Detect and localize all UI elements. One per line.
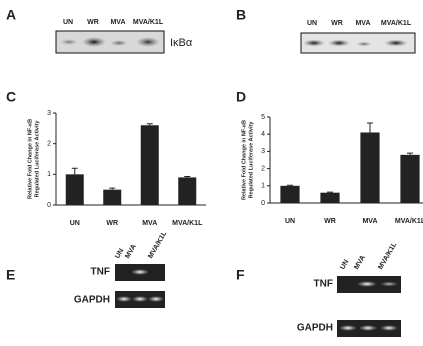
lane-label: MVA (110, 19, 125, 26)
x-tick-label: MVA/K1L (395, 218, 423, 225)
y-axis-label: Regulated Luciferase Activity (34, 120, 40, 198)
band (339, 325, 357, 331)
lane-label: UN (307, 20, 317, 27)
band (148, 296, 164, 302)
x-tick-label: MVA (362, 218, 377, 225)
bar (178, 177, 197, 205)
band (60, 39, 78, 45)
lane-label: UN (114, 248, 125, 260)
panel-letter: D (236, 89, 246, 105)
band (132, 296, 148, 302)
error-bar (109, 187, 116, 190)
y-tick-label: 5 (261, 114, 265, 121)
bar (320, 192, 340, 203)
bar (280, 185, 300, 203)
row-label: TNF (314, 279, 333, 290)
lane-label: MVA (124, 243, 138, 260)
y-tick-label: 3 (261, 148, 265, 155)
panel-letter: C (6, 89, 16, 105)
row-label: GAPDH (74, 295, 110, 306)
lane-label: UN (339, 259, 350, 271)
error-bar (287, 184, 293, 186)
blot (55, 30, 165, 54)
lane-label: WR (331, 20, 343, 27)
band (110, 40, 128, 46)
band (131, 269, 149, 275)
y-tick-label: 1 (47, 171, 51, 178)
x-tick-label: WR (324, 218, 336, 225)
lane-label: MVA (355, 20, 370, 27)
lane-label: MVA/K1L (133, 19, 164, 26)
y-axis-label: Regulated Luciferase Activity (248, 121, 254, 199)
band (380, 281, 398, 287)
lane-label: UN (63, 19, 73, 26)
lane-label: MVA (353, 254, 367, 271)
band-label: IκBα (170, 37, 193, 49)
row-label: TNF (91, 267, 110, 278)
bar (360, 132, 380, 203)
band (359, 325, 377, 331)
lane-label: MVA/K1L (377, 241, 399, 271)
panel-letter: A (6, 7, 16, 23)
bar (65, 174, 84, 205)
band (82, 37, 106, 47)
error-bar (367, 122, 373, 133)
band (357, 281, 377, 287)
lane-label: WR (87, 19, 99, 26)
y-axis-label: Relative Fold Change in NF-κB (241, 120, 247, 200)
panel-letter: B (236, 7, 246, 23)
y-axis-label: Relative Fold Change in NF-κB (27, 119, 33, 199)
y-tick-label: 2 (47, 141, 51, 148)
bar (400, 154, 420, 203)
band (328, 39, 350, 47)
band (380, 325, 398, 331)
band (136, 37, 160, 47)
band (303, 39, 325, 47)
y-tick-label: 2 (261, 165, 265, 172)
error-bar (146, 123, 153, 126)
lane-label: MVA/K1L (147, 230, 169, 260)
bar (103, 189, 122, 205)
y-tick-label: 0 (261, 200, 265, 207)
panel-letter: F (236, 267, 245, 283)
y-tick-label: 4 (261, 131, 265, 138)
band (356, 41, 372, 47)
bar (140, 125, 159, 205)
lane-label: MVA/K1L (381, 20, 412, 27)
error-bar (327, 191, 333, 193)
error-bar (407, 152, 413, 155)
y-tick-label: 1 (261, 183, 265, 190)
error-bar (71, 167, 78, 175)
band (116, 296, 132, 302)
x-tick-label: WR (106, 220, 118, 227)
y-tick-label: 0 (47, 202, 51, 209)
x-tick-label: MVA (142, 220, 157, 227)
y-tick-label: 3 (47, 110, 51, 117)
x-tick-label: UN (70, 220, 80, 227)
error-bar (184, 175, 191, 178)
panel-letter: E (6, 267, 15, 283)
band (384, 39, 408, 47)
x-tick-label: MVA/K1L (172, 220, 203, 227)
row-label: GAPDH (297, 323, 333, 334)
x-tick-label: UN (285, 218, 295, 225)
